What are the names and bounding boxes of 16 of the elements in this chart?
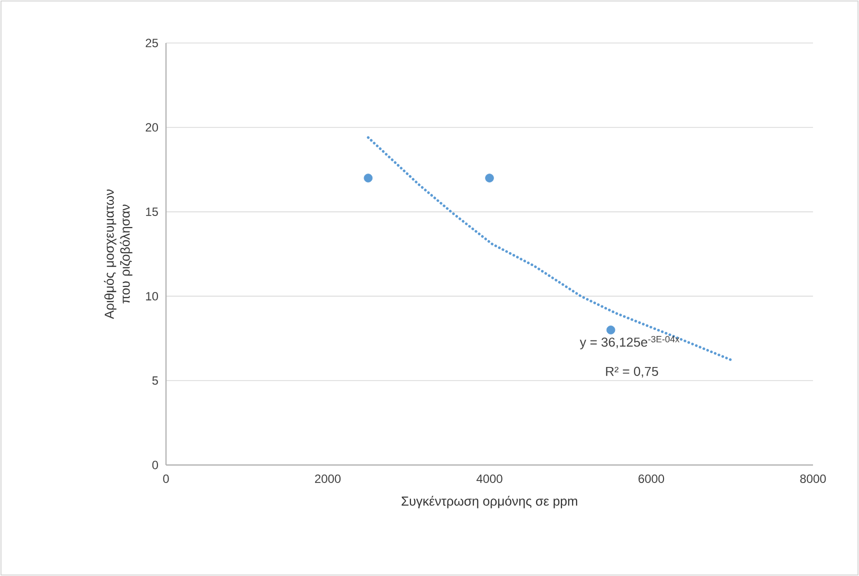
y-tick-label: 0 (152, 460, 158, 470)
line-series (366, 136, 734, 362)
x-tick-label: 0 (163, 474, 169, 483)
y-tick-label: 25 (146, 38, 158, 48)
x-axis-title: Συγκέντρωση ορμόνης σε ppm (402, 496, 578, 508)
y-tick-label: 10 (146, 292, 158, 300)
y-tick-label: 20 (146, 123, 158, 132)
annotation: y = 36,125e$^{-3E-04x}$ (580, 336, 680, 350)
y-tick-label: 15 (146, 208, 158, 216)
x-tick-label: 8000 (800, 474, 826, 483)
annotation: R² = 0,75 (606, 366, 658, 378)
y-axis-title: Αριθμός μοσχευματων που ριζοβόλησαν (104, 189, 132, 320)
x-tick-label: 4000 (476, 474, 502, 483)
x-tick-label: 2000 (315, 474, 341, 483)
x-tick-label: 6000 (638, 474, 664, 483)
y-tick-label: 5 (152, 376, 158, 385)
